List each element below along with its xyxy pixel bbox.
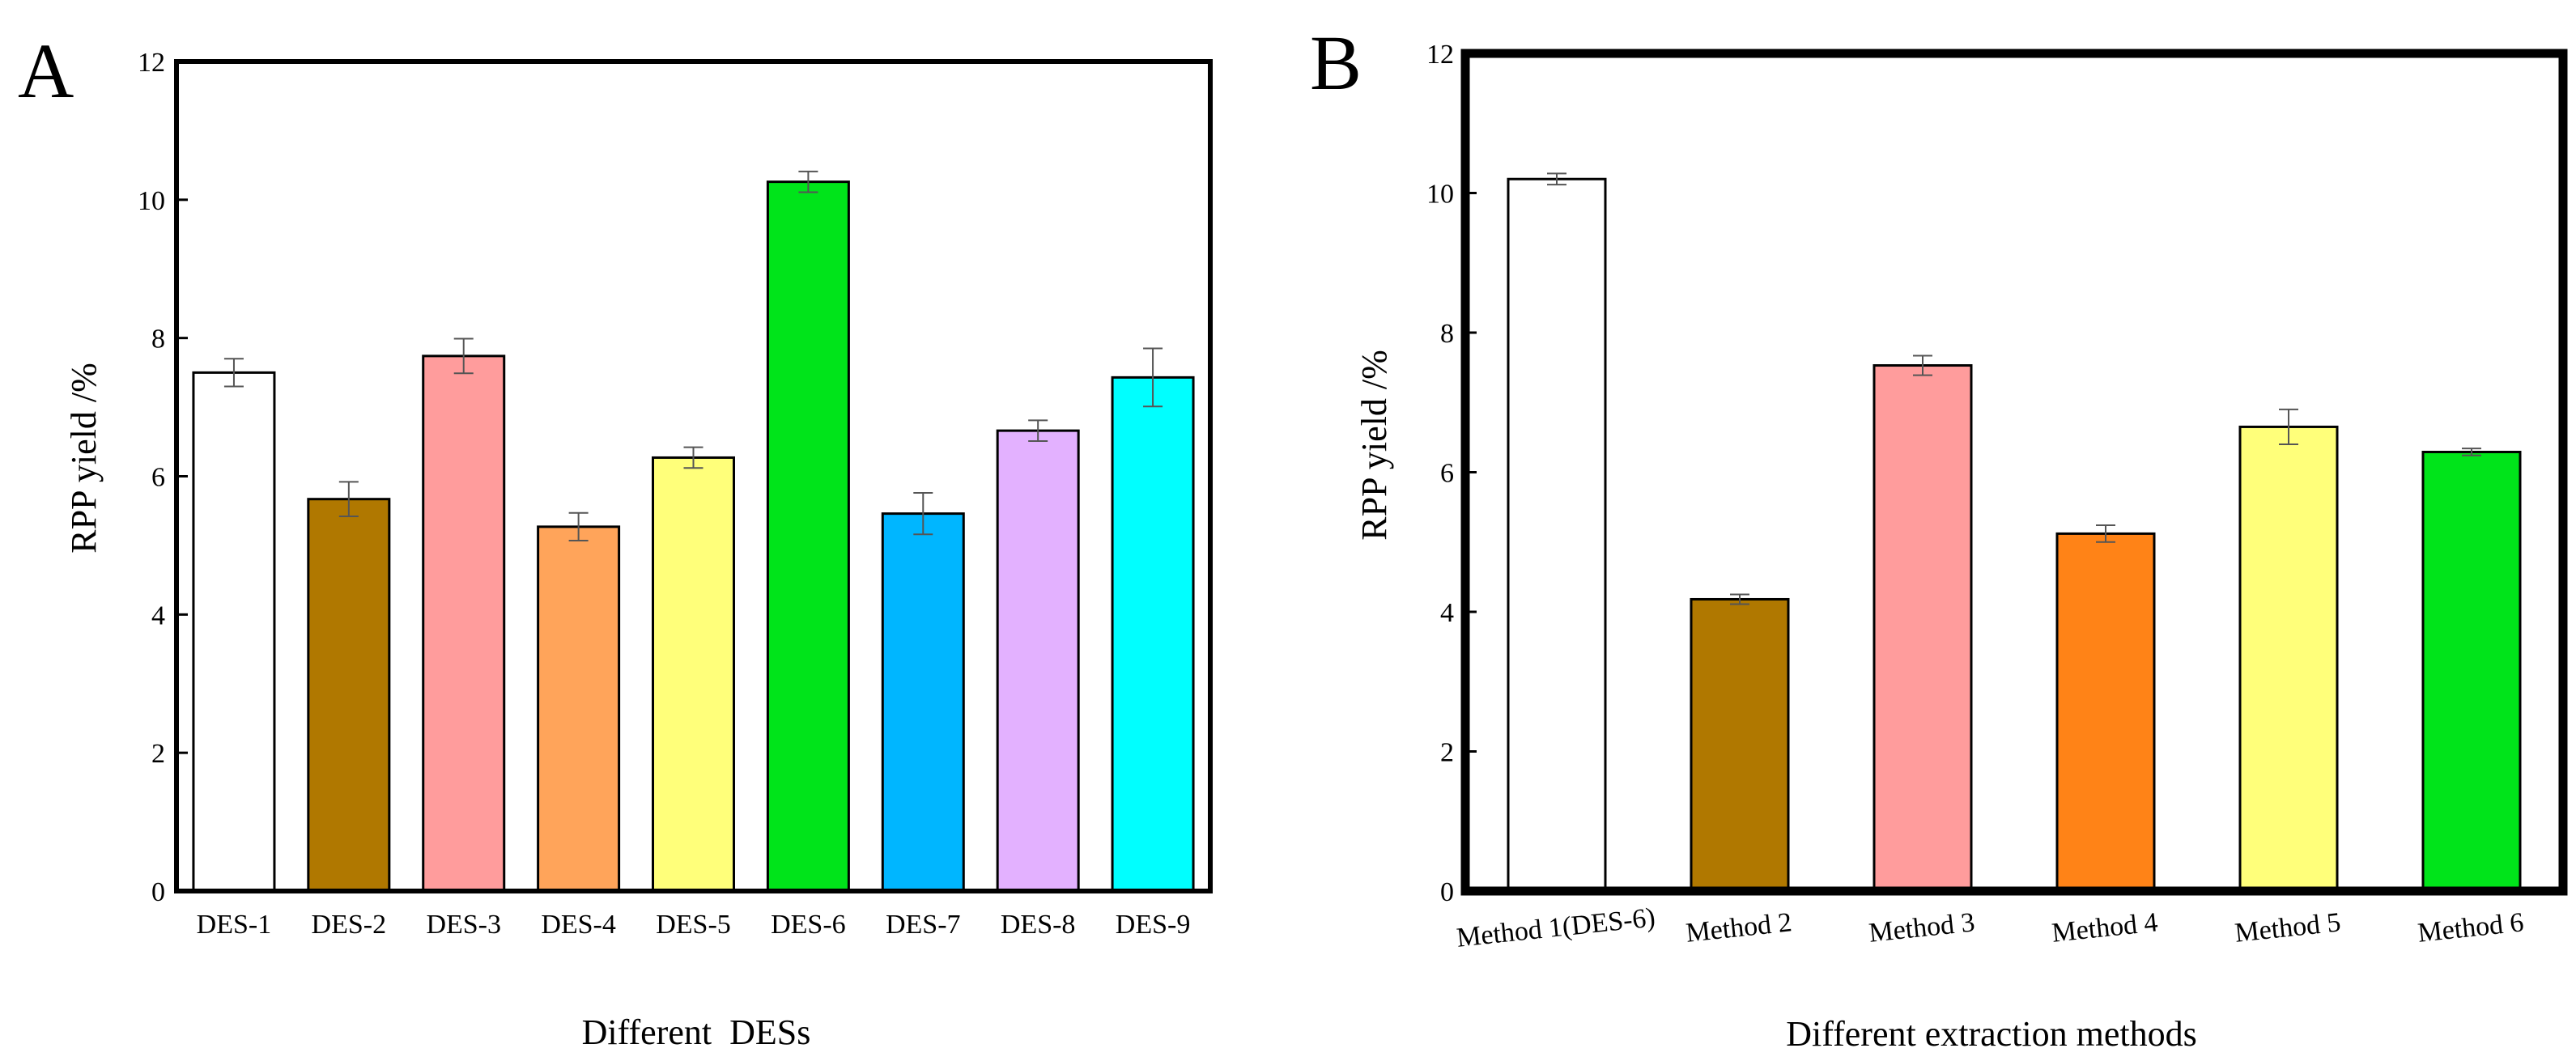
plot-area-b: 0 2 4 6 8 10 12 Method 1(DES-6) Method 2 Method 3… — [1426, 40, 2568, 953]
x-tick-label-b-6: Method 6 — [2417, 907, 2525, 949]
y-tick-label-a-3: 6 — [151, 463, 165, 493]
bar-a-4 — [537, 525, 621, 893]
bar-b-1 — [1507, 177, 1607, 893]
x-tick-label-a-3: DES-3 — [426, 910, 501, 940]
x-tick-label-a-7: DES-7 — [886, 910, 961, 940]
y-tick-label-b-5: 10 — [1426, 180, 1454, 210]
panel-label-b: B — [1310, 19, 1362, 106]
y-tick-label-b-1: 2 — [1440, 738, 1454, 768]
error-bar-a-4 — [568, 511, 589, 541]
error-bar-a-3 — [453, 337, 474, 375]
bar-a-2 — [307, 498, 391, 893]
x-tick-label-a-9: DES-9 — [1116, 910, 1191, 940]
panel-b: B RPP yield /% Different extraction meth… — [1310, 19, 2568, 1054]
y-tick-label-a-6: 12 — [138, 48, 165, 78]
y-tick-label-a-0: 0 — [151, 877, 165, 907]
x-tick-label-a-1: DES-1 — [197, 910, 272, 940]
y-tick-label-b-6: 12 — [1426, 40, 1454, 70]
error-bar-a-8 — [1028, 419, 1048, 442]
error-bar-b-5 — [2279, 408, 2298, 445]
y-tick-label-a-4: 8 — [151, 325, 165, 354]
bar-a-8 — [996, 429, 1080, 893]
error-bar-a-5 — [683, 446, 704, 469]
error-bar-b-6 — [2462, 448, 2481, 456]
bar-a-1 — [192, 371, 276, 893]
y-axis-title-a: RPP yield /% — [64, 363, 104, 554]
bar-a-7 — [881, 512, 965, 893]
y-tick-label-b-2: 4 — [1440, 598, 1454, 628]
y-tick-label-b-4: 8 — [1440, 319, 1454, 349]
error-bar-a-2 — [338, 481, 359, 518]
bar-b-2 — [1690, 597, 1790, 893]
error-bar-a-9 — [1143, 347, 1163, 408]
x-tick-label-b-4: Method 4 — [2051, 907, 2159, 949]
x-tick-label-b-2: Method 2 — [1685, 907, 1793, 949]
x-tick-label-a-8: DES-8 — [1001, 910, 1076, 940]
bar-b-6 — [2421, 450, 2522, 893]
x-tick-label-b-3: Method 3 — [1868, 907, 1976, 949]
y-tick-label-b-0: 0 — [1440, 877, 1454, 907]
bar-b-4 — [2055, 532, 2156, 893]
x-axis-title-b: Different extraction methods — [1786, 1014, 2196, 1054]
error-bar-b-2 — [1730, 593, 1749, 605]
error-bar-b-3 — [1913, 354, 1932, 376]
x-tick-label-a-2: DES-2 — [312, 910, 387, 940]
y-tick-label-b-3: 6 — [1440, 459, 1454, 489]
x-tick-label-a-6: DES-6 — [771, 910, 846, 940]
error-bar-b-1 — [1547, 172, 1566, 186]
error-bar-b-4 — [2096, 524, 2115, 543]
bar-a-3 — [422, 354, 506, 893]
x-axis-title-a: Different DESs — [582, 1012, 811, 1052]
bar-a-6 — [766, 180, 850, 893]
error-bar-a-7 — [913, 492, 933, 536]
x-tick-label-a-4: DES-4 — [541, 910, 616, 940]
plot-frame-b — [1460, 49, 2568, 896]
plot-area-a: 0 2 4 6 8 10 12 DES-1 DES-2 DES-3 DES-4 DES-5 DES-6 D… — [138, 48, 1213, 940]
panel-label-a: A — [18, 28, 74, 114]
plot-frame-a — [174, 59, 1213, 893]
bar-b-5 — [2238, 425, 2339, 893]
bar-a-9 — [1111, 376, 1195, 893]
x-tick-label-b-5: Method 5 — [2234, 907, 2342, 949]
panel-a: A RPP yield /% Different DESs 0 2 4 6 8 10 12 D… — [18, 28, 1213, 1052]
y-axis-title-b: RPP yield /% — [1354, 350, 1394, 541]
bar-a-5 — [652, 456, 735, 893]
x-tick-label-b-1: Method 1(DES-6) — [1455, 902, 1656, 953]
x-tick-label-a-5: DES-5 — [656, 910, 731, 940]
error-bar-a-1 — [223, 358, 244, 388]
error-bar-a-6 — [798, 170, 818, 193]
bar-b-3 — [1872, 364, 1973, 893]
y-tick-label-a-1: 2 — [151, 739, 165, 769]
y-tick-label-a-5: 10 — [138, 186, 165, 216]
y-tick-label-a-2: 4 — [151, 601, 165, 630]
